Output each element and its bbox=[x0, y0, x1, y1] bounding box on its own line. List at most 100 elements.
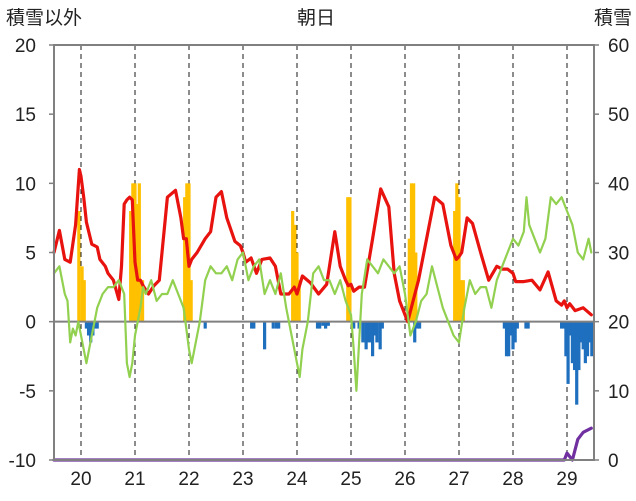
orange-bar bbox=[457, 197, 461, 322]
x-tick-label: 24 bbox=[286, 469, 308, 490]
orange-bar bbox=[183, 197, 187, 322]
left-tick-label: 15 bbox=[15, 105, 36, 126]
left-tick-label: 20 bbox=[15, 36, 36, 57]
blue-bar bbox=[566, 321, 570, 384]
blue-bar bbox=[378, 321, 382, 350]
x-tick-label: 28 bbox=[502, 469, 523, 490]
orange-bar bbox=[131, 183, 135, 322]
right-tick-label: 10 bbox=[608, 382, 629, 403]
orange-bar bbox=[412, 183, 416, 322]
left-tick-label: 0 bbox=[25, 313, 36, 334]
blue-bar bbox=[588, 321, 592, 343]
right-tick-label: 30 bbox=[608, 244, 629, 265]
x-tick-label: 27 bbox=[448, 469, 469, 490]
blue-bar bbox=[380, 321, 384, 329]
blue-bar bbox=[502, 321, 506, 329]
orange-bar bbox=[461, 280, 465, 322]
blue-bar bbox=[263, 321, 267, 350]
orange-bar bbox=[135, 204, 139, 322]
orange-bar bbox=[82, 280, 86, 322]
blue-bar bbox=[413, 321, 417, 343]
blue-bar bbox=[371, 321, 375, 357]
left-tick-label: 10 bbox=[15, 174, 36, 195]
right-tick-label: 40 bbox=[608, 174, 629, 195]
blue-bar bbox=[361, 321, 365, 343]
x-tick-label: 22 bbox=[178, 469, 199, 490]
blue-bar bbox=[84, 321, 88, 329]
green-line-series bbox=[52, 196, 593, 392]
blue-bar-series bbox=[84, 321, 594, 405]
red-line-series bbox=[52, 167, 593, 324]
blue-bar bbox=[526, 321, 530, 329]
blue-bar bbox=[250, 321, 254, 329]
x-tick-label: 20 bbox=[70, 469, 91, 490]
orange-bar bbox=[407, 238, 411, 322]
blue-bar bbox=[570, 321, 574, 364]
blue-bar bbox=[315, 321, 320, 329]
orange-bar bbox=[459, 280, 463, 322]
blue-bar bbox=[375, 321, 379, 343]
blue-bar bbox=[364, 321, 368, 350]
orange-bar bbox=[409, 183, 414, 322]
blue-bar bbox=[560, 321, 564, 329]
blue-bar bbox=[504, 321, 509, 357]
right-axis-ticks: 60 50 40 30 20 10 0 bbox=[594, 36, 629, 472]
blue-bar bbox=[585, 321, 590, 357]
blue-bar bbox=[524, 321, 528, 329]
blue-bar bbox=[513, 321, 517, 343]
left-axis-ticks: 20 15 10 5 0 -5 -10 bbox=[9, 36, 54, 472]
orange-bar bbox=[295, 252, 299, 322]
blue-bar bbox=[568, 321, 572, 336]
blue-bar bbox=[318, 321, 322, 329]
orange-bar bbox=[346, 197, 350, 322]
orange-bar bbox=[80, 266, 84, 322]
right-tick-label: 60 bbox=[608, 36, 629, 57]
blue-bar bbox=[366, 321, 370, 343]
left-tick-label: -5 bbox=[19, 382, 36, 403]
left-tick-label: -10 bbox=[9, 451, 36, 472]
blue-bar bbox=[324, 321, 328, 329]
orange-bar bbox=[189, 280, 193, 322]
blue-bar bbox=[509, 321, 513, 336]
right-axis-title: 積雪 bbox=[594, 7, 632, 29]
blue-bar bbox=[352, 321, 356, 329]
orange-bar bbox=[291, 211, 295, 322]
left-axis-title: 積雪以外 bbox=[6, 7, 82, 29]
orange-bar bbox=[293, 224, 297, 322]
blue-bar bbox=[515, 321, 519, 329]
orange-bar bbox=[77, 211, 81, 322]
blue-bar bbox=[577, 321, 581, 371]
x-tick-label: 26 bbox=[394, 469, 415, 490]
blue-bar bbox=[252, 321, 256, 329]
blue-bar bbox=[89, 321, 93, 343]
blue-bar bbox=[93, 321, 97, 329]
blue-bar bbox=[583, 321, 587, 364]
blue-bar bbox=[271, 321, 275, 329]
vertical-gridlines bbox=[80, 45, 568, 460]
blue-bar bbox=[572, 321, 577, 371]
blue-bar bbox=[203, 321, 207, 329]
orange-bar bbox=[455, 183, 459, 322]
blue-bar bbox=[86, 321, 91, 336]
x-tick-label: 29 bbox=[556, 469, 577, 490]
left-tick-label: 5 bbox=[25, 244, 36, 265]
blue-bar bbox=[95, 321, 99, 329]
blue-bar bbox=[326, 321, 330, 326]
blue-bar bbox=[373, 321, 377, 336]
blue-bar bbox=[581, 321, 585, 350]
x-tick-label: 21 bbox=[124, 469, 145, 490]
x-tick-label: 25 bbox=[340, 469, 361, 490]
blue-bar bbox=[590, 321, 594, 357]
blue-bar bbox=[575, 321, 579, 405]
blue-bar bbox=[415, 321, 420, 329]
x-tick-label: 23 bbox=[232, 469, 253, 490]
right-tick-label: 0 bbox=[608, 451, 619, 472]
orange-bar bbox=[140, 280, 145, 322]
orange-bar bbox=[129, 211, 133, 322]
blue-bar bbox=[274, 321, 279, 329]
blue-bar bbox=[368, 321, 373, 343]
right-tick-label: 20 bbox=[608, 313, 629, 334]
blue-bar bbox=[511, 321, 515, 350]
blue-bar bbox=[564, 321, 568, 357]
